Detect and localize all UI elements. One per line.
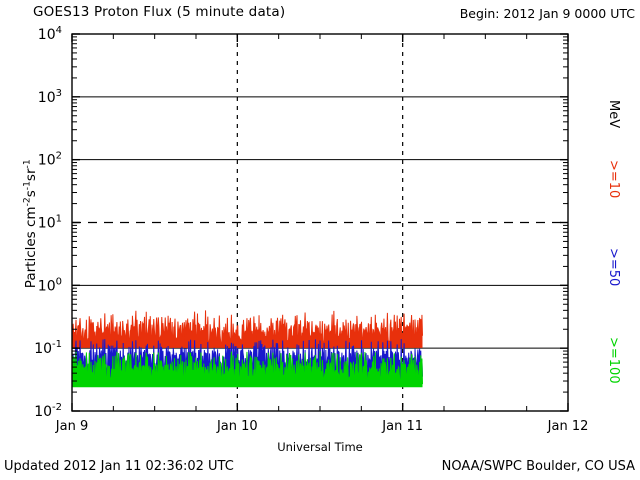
legend-item-p10: >=10: [606, 160, 621, 199]
y-tick-label: 103: [38, 88, 62, 106]
y-axis-title: Particles cm-2s-1sr-1: [21, 114, 39, 334]
y-tick-label: 104: [38, 25, 62, 43]
page-title: GOES13 Proton Flux (5 minute data): [33, 4, 286, 20]
legend-item-p50: >=50: [606, 248, 621, 287]
y-axis-title-mid2: sr: [22, 168, 39, 182]
y-axis-exp-2: -1: [21, 181, 33, 191]
legend-item-p100: >=100: [606, 337, 621, 384]
legend-units-label: MeV: [606, 100, 621, 129]
y-axis-title-mid1: s: [22, 190, 39, 198]
y-tick-label: 102: [38, 151, 62, 169]
x-tick-label: Jan 9: [55, 419, 88, 434]
x-tick-label: Jan 11: [381, 419, 423, 434]
x-tick-label: Jan 12: [547, 419, 589, 434]
begin-time-label: Begin: 2012 Jan 9 0000 UTC: [459, 6, 635, 21]
y-axis-title-prefix: Particles cm: [22, 206, 39, 289]
source-attribution: NOAA/SWPC Boulder, CO USA: [441, 459, 635, 474]
updated-timestamp: Updated 2012 Jan 11 02:36:02 UTC: [4, 459, 234, 474]
y-axis-exp-1: -2: [21, 197, 33, 207]
series-p100: [71, 351, 424, 388]
x-axis-title: Universal Time: [277, 440, 363, 454]
x-tick-label: Jan 10: [216, 419, 258, 434]
series-p10: [71, 310, 424, 348]
y-tick-label: 10-2: [34, 402, 62, 420]
y-tick-label: 101: [38, 214, 62, 232]
y-axis-exp-3: -1: [21, 159, 33, 169]
y-tick-label: 100: [38, 276, 62, 294]
y-tick-label: 10-1: [34, 339, 62, 357]
